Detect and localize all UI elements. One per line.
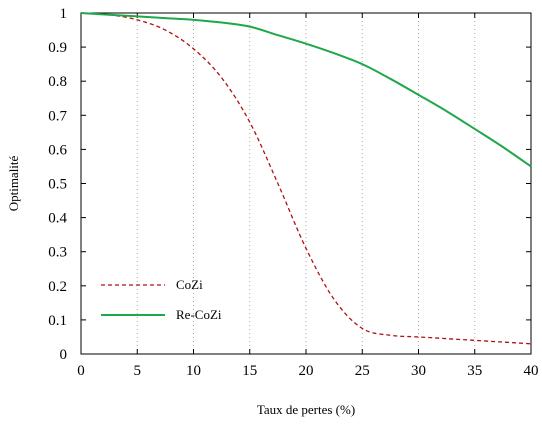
x-axis-title: Taux de pertes (%): [257, 402, 355, 417]
x-tick-label: 20: [299, 363, 314, 379]
series-line-re-cozi: [80, 12, 532, 168]
y-tick-label: 0.4: [48, 211, 67, 227]
grid-lines: [136, 13, 476, 354]
y-tick-label: 0.3: [48, 245, 67, 261]
x-tick-label: 40: [524, 363, 539, 379]
x-axis-tick-labels: 0 5 10 15 20 25 30 35 40: [77, 363, 538, 379]
legend-label-cozi: CoZi: [176, 277, 203, 292]
legend: CoZi Re-CoZi: [101, 277, 222, 322]
series-line-cozi: [80, 12, 532, 345]
y-axis-title: Optimalité: [6, 155, 21, 211]
y-tick-label: 0.6: [48, 142, 67, 158]
x-tick-label: 35: [467, 363, 482, 379]
y-tick-label: 0.9: [48, 40, 67, 56]
x-tick-label: 10: [186, 363, 201, 379]
x-tick-label: 0: [77, 363, 85, 379]
y-tick-label: 0.7: [48, 108, 67, 124]
x-tick-label: 25: [355, 363, 370, 379]
axis-ticks: [80, 12, 532, 355]
series-lines: [80, 12, 532, 345]
x-tick-label: 5: [134, 363, 142, 379]
y-tick-label: 0.1: [48, 313, 67, 329]
y-tick-label: 0.5: [48, 177, 67, 193]
y-tick-label: 0.2: [48, 279, 67, 295]
plot-frame: [80, 12, 532, 355]
x-tick-label: 30: [411, 363, 426, 379]
x-tick-label: 15: [242, 363, 257, 379]
y-axis-tick-labels: 0 0.1 0.2 0.3 0.4 0.5 0.6 0.7 0.8 0.9 1: [48, 6, 67, 363]
y-tick-label: 1: [60, 6, 68, 22]
legend-label-re-cozi: Re-CoZi: [176, 307, 222, 322]
y-tick-label: 0.8: [48, 74, 67, 90]
y-tick-label: 0: [60, 347, 68, 363]
